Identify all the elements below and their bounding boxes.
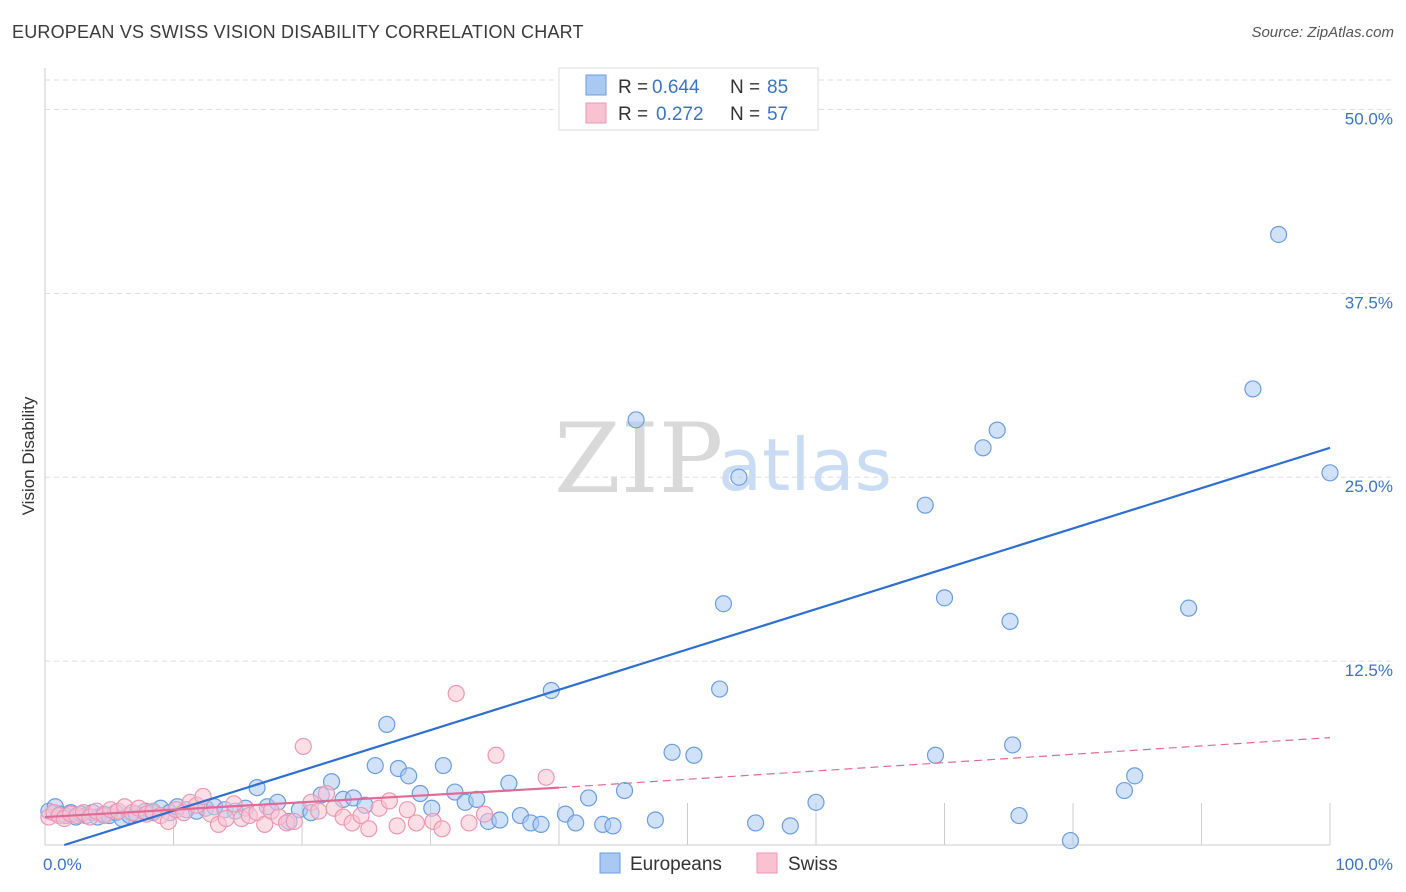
point-swiss — [352, 806, 370, 825]
tick-labels: 12.5% 25.0% 37.5% 50.0% 0.0% 100.0% — [43, 109, 1393, 874]
legend-swatch-swiss — [585, 102, 607, 124]
point-europeans — [988, 421, 1006, 439]
chart-title: EUROPEAN VS SWISS VISION DISABILITY CORR… — [12, 22, 584, 42]
point-europeans — [685, 746, 703, 764]
point-europeans — [1126, 767, 1144, 785]
legend-n-label-swiss: N = — [730, 104, 760, 125]
point-europeans — [646, 811, 664, 829]
legend-r-value-europeans: 0.644 — [652, 77, 700, 98]
point-swiss — [285, 812, 303, 831]
point-europeans — [567, 814, 585, 832]
point-europeans — [974, 439, 992, 457]
point-europeans — [400, 767, 418, 785]
point-europeans — [1180, 599, 1198, 617]
point-europeans — [935, 589, 954, 607]
trend-line-europeans — [63, 446, 1331, 847]
series-legend: Europeans Swiss — [599, 852, 838, 875]
trend-extension-swiss — [558, 737, 1331, 789]
point-europeans — [615, 781, 634, 800]
point-europeans — [1061, 831, 1080, 850]
bottom-legend-swatch-swiss — [756, 852, 778, 874]
point-swiss — [317, 784, 336, 803]
stats-legend: R = 0.644 N = 85 R = 0.272 N = 57 — [558, 67, 819, 131]
legend-n-value-europeans: 85 — [767, 77, 788, 98]
legend-swatch-europeans — [585, 74, 607, 96]
point-swiss — [388, 817, 406, 835]
legend-r-label-swiss: R = — [618, 104, 648, 125]
point-swiss — [398, 801, 416, 819]
legend-n-label-europeans: N = — [730, 77, 760, 98]
watermark-atlas: atlas — [718, 423, 892, 507]
point-europeans — [1010, 806, 1028, 825]
point-europeans — [579, 789, 598, 807]
watermark: ZIP atlas — [554, 403, 892, 515]
point-swiss — [217, 809, 235, 828]
legend-r-value-swiss: 0.272 — [656, 104, 704, 125]
x-tick-label: 0.0% — [43, 855, 82, 874]
bottom-legend-label-europeans: Europeans — [630, 854, 722, 875]
point-europeans — [532, 815, 550, 834]
y-tick-label: 50.0% — [1345, 109, 1393, 128]
y-tick-label: 37.5% — [1345, 293, 1393, 312]
point-swiss — [537, 768, 555, 786]
point-europeans — [711, 680, 729, 698]
point-swiss — [407, 814, 425, 832]
point-europeans — [500, 774, 518, 792]
point-europeans — [730, 468, 748, 486]
point-europeans — [411, 784, 429, 803]
point-europeans — [781, 817, 799, 835]
y-tick-label: 12.5% — [1345, 661, 1393, 680]
point-swiss — [433, 820, 451, 838]
point-europeans — [916, 496, 934, 514]
point-europeans — [434, 756, 452, 775]
point-europeans — [663, 743, 681, 761]
point-swiss — [225, 795, 243, 813]
bottom-legend-swatch-europeans — [599, 852, 621, 874]
chart-source: Source: ZipAtlas.com — [1251, 24, 1394, 41]
point-swiss — [360, 820, 378, 838]
trend-layer — [44, 446, 1331, 847]
point-europeans — [378, 715, 396, 733]
point-europeans — [1115, 781, 1134, 800]
legend-r-label-europeans: R = — [618, 77, 648, 98]
point-europeans — [1244, 380, 1262, 398]
point-europeans — [1001, 612, 1019, 630]
point-europeans — [604, 817, 622, 835]
point-europeans — [366, 756, 384, 775]
point-europeans — [468, 790, 486, 808]
point-europeans — [747, 814, 765, 832]
points-layer — [40, 225, 1339, 850]
point-swiss — [310, 802, 328, 820]
point-swiss — [294, 737, 312, 756]
x-tick-label: 100.0% — [1335, 855, 1393, 874]
gridlines — [45, 79, 1395, 662]
legend-n-value-swiss: 57 — [767, 104, 788, 125]
point-europeans — [1004, 736, 1022, 754]
point-swiss — [460, 814, 478, 832]
point-swiss — [380, 792, 398, 810]
point-europeans — [926, 746, 945, 764]
point-europeans — [807, 793, 825, 811]
y-tick-label: 25.0% — [1345, 477, 1393, 496]
trend-line-swiss — [44, 786, 560, 819]
point-europeans — [627, 411, 645, 429]
point-europeans — [491, 811, 509, 829]
point-europeans — [1269, 225, 1288, 244]
point-europeans — [714, 595, 733, 613]
y-axis-label: Vision Disability — [19, 396, 38, 515]
point-swiss — [487, 746, 505, 764]
point-europeans — [1321, 464, 1339, 482]
point-swiss — [447, 684, 465, 703]
bottom-legend-label-swiss: Swiss — [788, 854, 838, 875]
point-swiss — [475, 805, 494, 823]
